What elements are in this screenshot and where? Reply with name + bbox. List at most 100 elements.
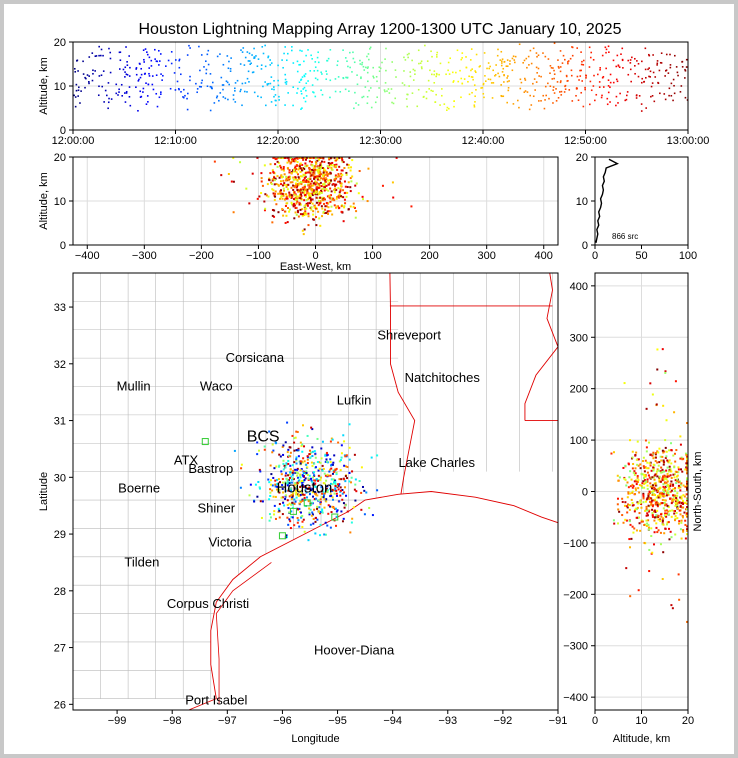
map-source-point [282,462,285,465]
lightning-figure: Houston Lightning Mapping Array 1200-130… [38,21,709,745]
ew-source-point [297,176,300,179]
ns-source-point [684,537,687,540]
time-source-point [229,67,232,70]
source-count-annotation: 866 src [612,232,638,241]
ew-source-point [296,189,299,192]
ew-source-point [323,182,326,185]
ns-y-tick-label: −400 [563,692,588,704]
ns-source-point [648,462,651,465]
ns-source-point [644,439,647,442]
time-source-point [483,96,485,99]
ew-source-point [353,206,356,209]
ew-source-point [318,166,321,169]
ew-source-point [315,176,318,179]
time-source-point [303,75,306,78]
time-source-point [487,62,490,64]
ew-source-point [309,156,312,159]
map-source-point [295,459,298,462]
map-source-point [258,487,261,490]
ew-source-point [314,156,317,159]
time-source-point [189,75,191,78]
ns-source-point [664,527,667,530]
ns-source-point [665,469,668,472]
time-source-point [269,64,272,66]
ns-source-point [671,499,674,502]
ns-source-point [668,527,671,530]
time-source-point [143,61,145,63]
ew-source-point [297,215,300,218]
ns-source-point [664,370,667,373]
map-y-tick-label: 31 [54,416,66,428]
ns-source-point [686,480,689,483]
time-source-point [155,60,158,62]
ns-source-point [686,457,689,460]
map-source-point [319,503,322,506]
ew-source-point [311,198,314,201]
time-source-point [110,98,113,100]
map-source-point [285,482,288,485]
map-source-point [306,487,309,490]
time-source-point [353,61,356,64]
time-source-point [347,65,349,68]
ew-source-point [326,165,329,168]
time-source-point [601,54,604,57]
time-y-axis-label: Altitude, km [38,57,50,114]
map-source-point [277,510,280,513]
ns-source-point [635,529,638,532]
time-source-point [616,80,619,83]
time-source-point [314,66,317,69]
map-source-point [309,508,312,511]
ns-source-point [681,515,684,518]
ew-source-point [287,207,290,210]
time-source-point [581,60,583,63]
map-source-point [339,489,342,492]
map-source-point [337,484,340,487]
map-source-point [334,482,337,485]
time-source-point [307,49,309,51]
map-source-point [281,513,284,516]
ew-source-point [351,159,354,162]
lma-station-marker [201,438,209,446]
ew-source-point [347,181,350,184]
ns-source-point [669,497,672,500]
map-x-tick-label: −99 [108,715,127,727]
ns-source-point [682,494,685,497]
time-source-point [526,66,528,69]
time-source-point [252,71,255,73]
map-source-point [325,451,328,454]
ns-source-point [664,489,667,492]
time-source-point [590,89,593,92]
time-source-point [602,86,605,88]
map-source-point [337,483,340,486]
ns-source-point [676,517,679,520]
map-source-point [261,500,264,503]
map-source-point [301,461,304,464]
map-source-point [284,497,287,500]
time-source-point [467,80,469,83]
map-source-point [269,491,272,494]
ew-source-point [286,197,289,200]
ns-source-point [649,500,652,503]
time-x-tick-label: 12:10:00 [154,135,197,147]
map-source-point [303,470,306,473]
time-source-point [124,76,126,78]
map-source-point [257,449,260,452]
map-source-point [308,513,311,516]
ew-source-point [310,180,313,183]
time-source-point [473,84,476,86]
ns-source-point [616,474,619,477]
ew-source-point [318,174,321,177]
map-source-point [291,477,294,480]
ns-source-point [676,504,679,507]
map-source-point [307,477,310,480]
time-source-point [535,52,538,54]
ew-source-point [344,185,347,188]
hist-axes-frame [594,156,689,246]
time-source-point [487,78,490,81]
ew-source-point [308,167,311,170]
ew-source-point [328,158,331,161]
ns-source-point [677,481,680,484]
time-source-point [325,78,328,81]
ew-source-point [344,202,347,205]
